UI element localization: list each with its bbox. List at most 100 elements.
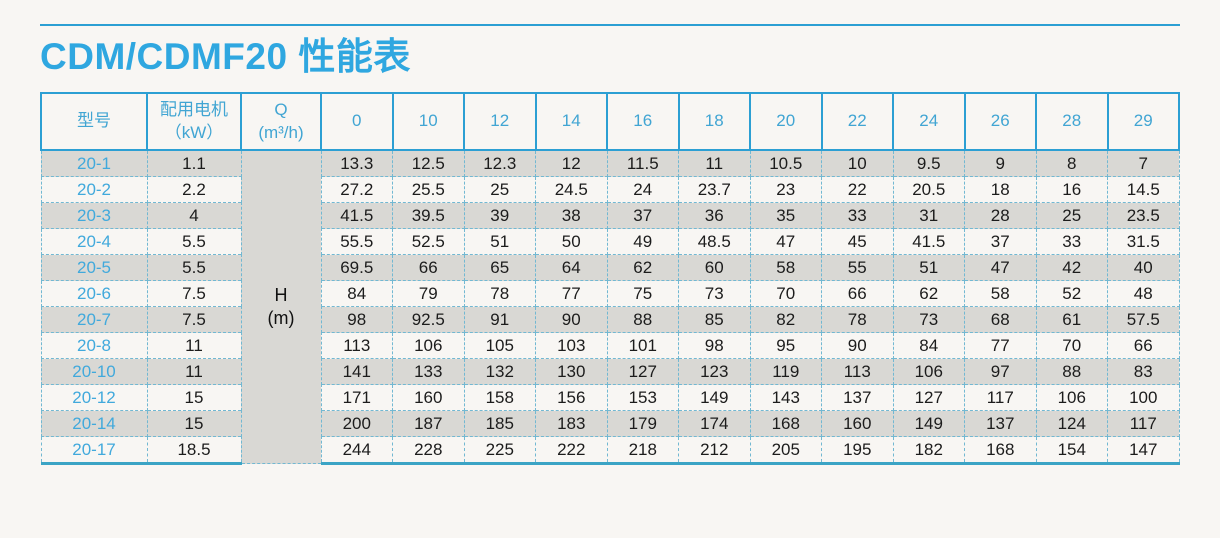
head-value-cell: 105 [463,332,536,359]
head-value-cell: 222 [535,436,608,465]
flow-header-26: 26 [963,92,1037,151]
head-value-cell: 41.5 [320,202,393,229]
head-value-cell: 225 [463,436,536,465]
head-value-cell: 27.2 [320,176,393,203]
model-cell: 20-1 [40,149,148,177]
head-value-cell: 48 [1107,280,1180,307]
head-value-cell: 149 [892,410,965,437]
head-value-cell: 101 [606,332,679,359]
head-value-cell: 58 [749,254,822,281]
header-row: 型号 配用电机 （kW） Q (m³/h) 0 10 12 14 16 18 20 22 24 2… [40,92,1180,151]
head-value-cell: 85 [678,306,751,333]
top-divider-rule [40,24,1180,26]
head-value-cell: 13.3 [320,149,393,177]
model-cell: 20-4 [40,228,148,255]
head-value-cell: 174 [678,410,751,437]
head-value-cell: 24 [606,176,679,203]
head-value-cell: 23 [749,176,822,203]
head-value-cell: 61 [1035,306,1108,333]
head-value-cell: 95 [749,332,822,359]
head-value-cell: 83 [1107,358,1180,385]
head-value-cell: 37 [964,228,1037,255]
head-value-cell: 200 [320,410,393,437]
head-value-cell: 9 [964,149,1037,177]
table-row-20-1: 20-1 1.1 H (m) 13.3 12.5 12.3 12 11.5 11 10.5 10 9.5… [40,149,1180,464]
head-value-cell: 55 [821,254,894,281]
head-value-cell: 132 [463,358,536,385]
head-value-cell: 168 [964,436,1037,465]
head-value-cell: 98 [678,332,751,359]
col-header-motor-line1: 配用电机 [160,100,228,120]
head-value-cell: 25 [1035,202,1108,229]
head-value-cell: 38 [535,202,608,229]
head-unit-cell: H (m) [240,149,322,464]
head-value-cell: 66 [1107,332,1180,359]
motor-kw-cell: 5.5 [146,254,242,281]
col-header-flow-line2: (m³/h) [258,122,304,142]
motor-kw-cell: 15 [146,384,242,411]
head-value-cell: 39.5 [392,202,465,229]
head-value-cell: 22 [821,176,894,203]
head-value-cell: 7 [1107,149,1180,177]
motor-kw-cell: 2.2 [146,176,242,203]
head-value-cell: 60 [678,254,751,281]
head-value-cell: 183 [535,410,608,437]
head-value-cell: 33 [1035,228,1108,255]
head-value-cell: 88 [1035,358,1108,385]
head-value-cell: 185 [463,410,536,437]
model-cell: 20-17 [40,436,148,465]
head-value-cell: 160 [821,410,894,437]
head-value-cell: 8 [1035,149,1108,177]
head-value-cell: 64 [535,254,608,281]
motor-kw-cell: 1.1 [146,149,242,177]
head-value-cell: 49 [606,228,679,255]
head-value-cell: 73 [678,280,751,307]
head-value-cell: 103 [535,332,608,359]
head-value-cell: 58 [964,280,1037,307]
head-value-cell: 137 [964,410,1037,437]
table-row-20-3: 20-3 4 41.5 39.5 39 38 37 36 35 33 31 28 25 23.5 [40,202,1180,229]
head-value-cell: 88 [606,306,679,333]
col-header-motor-line2: （kW） [164,122,224,142]
page-title: CDM/CDMF20 性能表 [40,36,411,77]
head-value-cell: 42 [1035,254,1108,281]
head-value-cell: 78 [463,280,536,307]
head-value-cell: 11 [678,149,751,177]
head-value-cell: 24.5 [535,176,608,203]
flow-header-20: 20 [749,92,823,151]
head-value-cell: 23.7 [678,176,751,203]
motor-kw-cell: 15 [146,410,242,437]
head-value-cell: 31 [892,202,965,229]
head-value-cell: 137 [821,384,894,411]
col-header-flow: Q (m³/h) [240,92,322,151]
head-value-cell: 70 [1035,332,1108,359]
head-value-cell: 28 [964,202,1037,229]
head-value-cell: 154 [1035,436,1108,465]
head-value-cell: 69.5 [320,254,393,281]
head-value-cell: 84 [320,280,393,307]
table-row-20-5: 20-5 5.5 69.5 66 65 64 62 60 58 55 51 47 42 40 [40,254,1180,281]
flow-header-10: 10 [391,92,465,151]
head-value-cell: 12.5 [392,149,465,177]
head-value-cell: 66 [392,254,465,281]
head-value-cell: 106 [1035,384,1108,411]
head-value-cell: 35 [749,202,822,229]
table-row-20-12: 20-12 15 171 160 158 156 153 149 143 137 127 117 106… [40,384,1180,411]
head-value-cell: 73 [892,306,965,333]
head-value-cell: 133 [392,358,465,385]
head-value-cell: 168 [749,410,822,437]
head-value-cell: 37 [606,202,679,229]
table-body: 20-1 1.1 H (m) 13.3 12.5 12.3 12 11.5 11 10.5 10 9.5… [40,149,1180,465]
model-cell: 20-14 [40,410,148,437]
flow-header-16: 16 [606,92,680,151]
head-value-cell: 147 [1107,436,1180,465]
head-value-cell: 84 [892,332,965,359]
table-row-20-14: 20-14 15 200 187 185 183 179 174 168 160 149 137 124… [40,410,1180,437]
motor-kw-cell: 7.5 [146,280,242,307]
head-unit-line1: H [274,284,288,305]
head-value-cell: 117 [1107,410,1180,437]
motor-kw-cell: 11 [146,358,242,385]
table-row-20-7: 20-7 7.5 98 92.5 91 90 88 85 82 78 73 68 61 57.5 [40,306,1180,333]
flow-header-0: 0 [320,92,394,151]
motor-kw-cell: 4 [146,202,242,229]
